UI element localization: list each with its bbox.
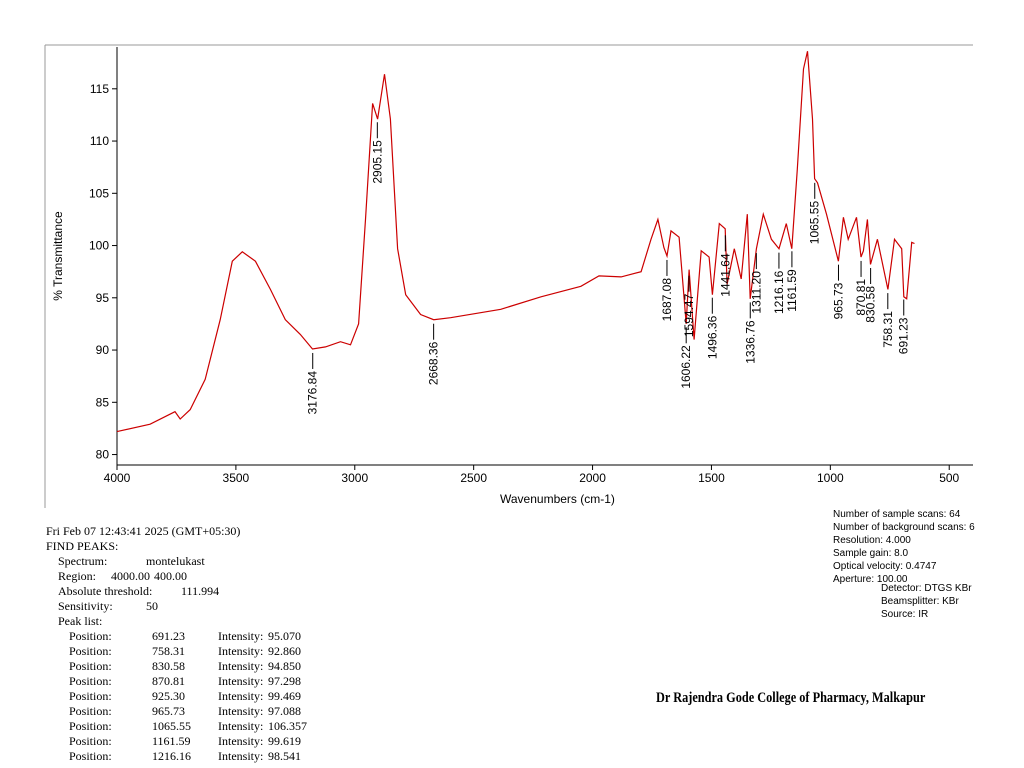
- row-label: Intensity:: [218, 644, 264, 658]
- row-label: Intensity:: [218, 719, 264, 733]
- intensity: 95.070: [268, 629, 301, 643]
- position: 758.31: [152, 644, 185, 658]
- peak-label: 830.58: [864, 286, 878, 323]
- intensity: 106.357: [268, 719, 307, 733]
- x-tick-label: 1000: [817, 471, 844, 485]
- peak-label: 1606.22: [679, 345, 693, 389]
- y-tick-label: 90: [96, 343, 110, 357]
- intensity: 99.619: [268, 734, 301, 748]
- param-value: 400.00: [154, 569, 187, 583]
- row-label: Position:: [69, 674, 112, 688]
- y-tick-label: 95: [96, 291, 110, 305]
- param-value: 4000.00: [111, 569, 150, 583]
- peak-label: 1441.64: [718, 253, 732, 297]
- y-tick-label: 100: [89, 239, 109, 253]
- x-tick-label: 3000: [341, 471, 368, 485]
- x-tick-label: 3500: [223, 471, 250, 485]
- intensity: 99.469: [268, 689, 301, 703]
- peak-label: 2905.15: [370, 140, 384, 184]
- spectrum-line: [116, 51, 915, 433]
- instrument-detail: Source: IR: [881, 609, 929, 620]
- position: 1216.16: [152, 749, 191, 763]
- instrument-line: Aperture: 100.00: [833, 574, 908, 585]
- peak-label: 1311.20: [749, 271, 763, 314]
- x-tick-label: 4000: [104, 471, 131, 485]
- instrument-line: Number of background scans: 6: [833, 522, 975, 533]
- position: 965.73: [152, 704, 185, 718]
- peak-label: 3176.84: [306, 371, 320, 415]
- institution: Dr Rajendra Gode College of Pharmacy, Ma…: [656, 690, 926, 706]
- row-label: Position:: [69, 689, 112, 703]
- row-label: Intensity:: [218, 629, 264, 643]
- row-label: Intensity:: [218, 734, 264, 748]
- row-label: Intensity:: [218, 689, 264, 703]
- peak-label: 691.23: [897, 317, 911, 354]
- row-label: Intensity:: [218, 704, 264, 718]
- section-heading: FIND PEAKS:: [46, 539, 119, 553]
- row-label: Position:: [69, 719, 112, 733]
- x-tick-label: 500: [939, 471, 959, 485]
- row-label: Intensity:: [218, 674, 264, 688]
- spectrum-chart: Wavenumbers (cm-1) % Transmittance 80 85 9…: [44, 44, 973, 512]
- instrument-line: Number of sample scans: 64: [833, 509, 961, 520]
- instrument-detail: Detector: DTGS KBr: [881, 583, 972, 594]
- intensity: 97.088: [268, 704, 301, 718]
- row-label: Position:: [69, 644, 112, 658]
- param-label: Absolute threshold:: [58, 584, 153, 598]
- peak-label: 965.73: [831, 282, 845, 319]
- instrument-line: Sample gain: 8.0: [833, 548, 909, 559]
- param-label: Region:: [58, 569, 96, 583]
- instrument-line: Resolution: 4.000: [833, 535, 911, 546]
- peak-label: 1065.55: [808, 201, 822, 245]
- y-tick-label: 105: [89, 186, 109, 200]
- peak-list-label: Peak list:: [58, 614, 103, 628]
- instrument-detail: Beamsplitter: KBr: [881, 596, 959, 607]
- intensity: 92.860: [268, 644, 301, 658]
- intensity: 97.298: [268, 674, 301, 688]
- row-label: Position:: [69, 734, 112, 748]
- mask: [355, 505, 835, 512]
- param-value: 111.994: [181, 584, 220, 598]
- y-tick-label: 115: [90, 82, 109, 96]
- y-axis-label: % Transmittance: [51, 211, 65, 301]
- x-tick-label: 2500: [460, 471, 487, 485]
- param-label: Sensitivity:: [58, 599, 113, 613]
- intensity: 98.541: [268, 749, 301, 763]
- peak-label: 1687.08: [660, 278, 674, 322]
- peak-label: 1161.59: [785, 269, 799, 312]
- x-tick-label: 2000: [579, 471, 606, 485]
- row-label: Position:: [69, 629, 112, 643]
- x-tick-label: 1500: [698, 471, 725, 485]
- position: 1065.55: [152, 719, 191, 733]
- peak-label: 1594.47: [682, 293, 696, 337]
- param-label: Spectrum:: [58, 554, 108, 568]
- param-value: montelukast: [146, 554, 205, 568]
- position: 1161.59: [152, 734, 191, 748]
- peak-label: 1216.16: [772, 270, 786, 314]
- intensity: 94.850: [268, 659, 301, 673]
- peak-label: 870.81: [854, 279, 868, 316]
- peak-label: 1336.76: [743, 320, 757, 364]
- row-label: Position:: [69, 749, 112, 763]
- row-label: Intensity:: [218, 659, 264, 673]
- row-label: Intensity:: [218, 749, 264, 763]
- timestamp: Fri Feb 07 12:43:41 2025 (GMT+05:30): [46, 524, 241, 538]
- y-tick-label: 110: [90, 134, 109, 148]
- position: 925.30: [152, 689, 185, 703]
- x-axis-label: Wavenumbers (cm-1): [500, 492, 615, 506]
- position: 870.81: [152, 674, 185, 688]
- position: 830.58: [152, 659, 185, 673]
- peak-label: 1496.36: [705, 315, 719, 359]
- y-tick-label: 80: [96, 448, 110, 462]
- peak-label: 758.31: [881, 311, 895, 348]
- position: 691.23: [152, 629, 185, 643]
- instrument-line: Optical velocity: 0.4747: [833, 561, 937, 572]
- peak-label: 2668.36: [427, 341, 441, 385]
- y-tick-label: 85: [96, 395, 110, 409]
- row-label: Position:: [69, 704, 112, 718]
- row-label: Position:: [69, 659, 112, 673]
- param-value: 50: [146, 599, 158, 613]
